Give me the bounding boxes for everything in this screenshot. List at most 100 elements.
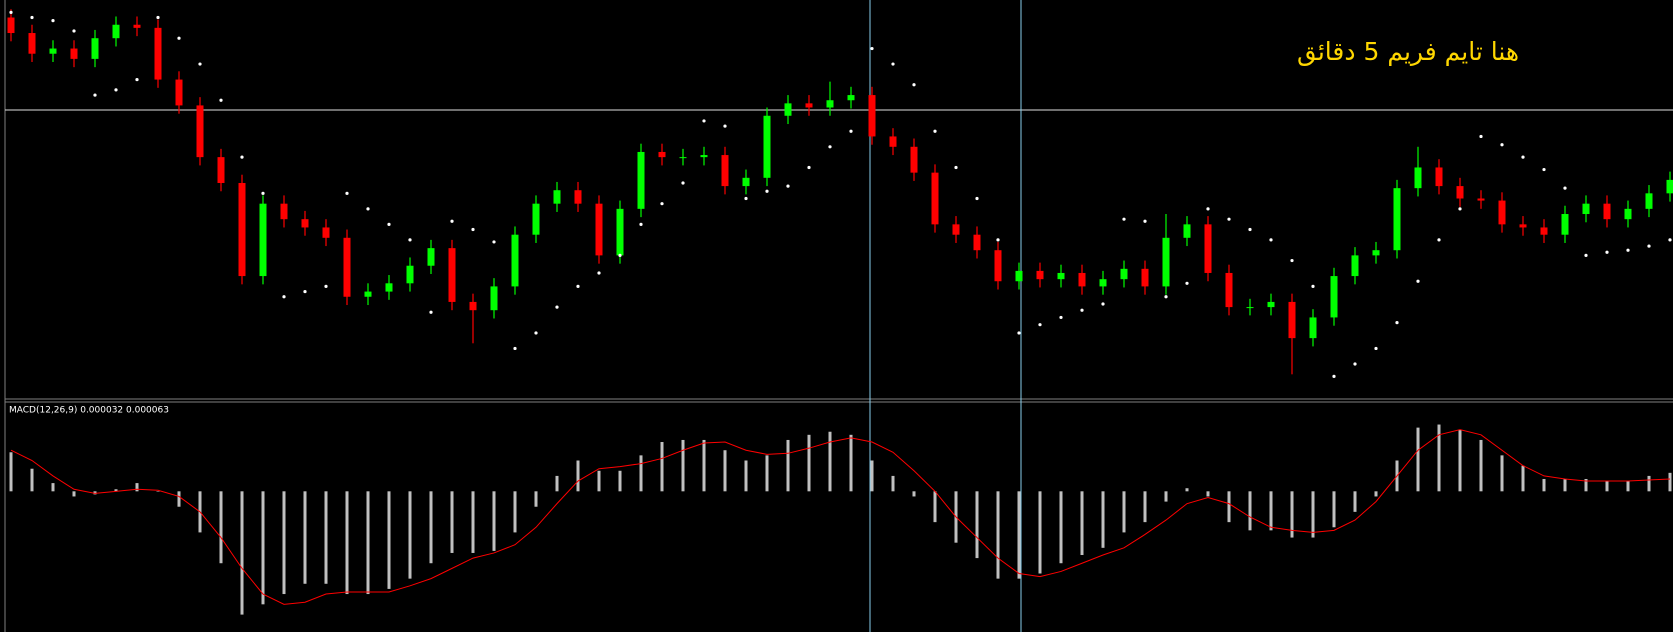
histogram-bar bbox=[450, 491, 454, 553]
sar-dot bbox=[471, 227, 475, 232]
histogram-bar bbox=[135, 483, 139, 492]
sar-dot bbox=[933, 129, 937, 133]
histogram-bar bbox=[1563, 478, 1567, 492]
sar-dot bbox=[303, 289, 307, 294]
sar-dot bbox=[282, 295, 286, 299]
sar-dot bbox=[114, 88, 118, 92]
histogram-bar bbox=[1479, 439, 1483, 492]
sar-dot bbox=[828, 145, 832, 149]
histogram-bar bbox=[723, 450, 727, 492]
histogram-bar bbox=[1542, 478, 1546, 492]
sar-dot bbox=[1437, 238, 1441, 242]
histogram-bar bbox=[114, 489, 118, 492]
histogram-bar bbox=[807, 434, 811, 492]
candle-body bbox=[868, 95, 876, 137]
candle-body bbox=[343, 237, 351, 297]
candle-body bbox=[1330, 276, 1338, 318]
candle-body bbox=[301, 219, 309, 228]
histogram-bar bbox=[870, 460, 874, 492]
histogram-bar bbox=[429, 491, 433, 564]
histogram-bar bbox=[786, 439, 790, 492]
histogram-bar bbox=[9, 452, 13, 492]
candle-body bbox=[826, 100, 834, 108]
histogram-bar bbox=[156, 491, 160, 492]
sar-dot bbox=[807, 165, 811, 170]
candle-body bbox=[406, 265, 414, 284]
candle-body bbox=[910, 146, 918, 173]
histogram-bar bbox=[555, 475, 559, 492]
candle-body bbox=[1288, 301, 1296, 339]
candle-body bbox=[280, 203, 288, 220]
histogram-bar bbox=[1605, 481, 1609, 492]
candle-body bbox=[931, 172, 939, 225]
histogram-bar bbox=[744, 460, 748, 492]
histogram-bar bbox=[324, 491, 328, 584]
histogram-bar bbox=[408, 491, 412, 579]
sar-dot bbox=[975, 196, 979, 201]
sar-dot bbox=[1101, 302, 1105, 306]
histogram-bar bbox=[513, 491, 517, 533]
sar-dot bbox=[765, 189, 769, 193]
candle-body bbox=[1561, 214, 1569, 235]
candle-body bbox=[532, 203, 540, 235]
candle-body bbox=[175, 79, 183, 106]
sar-dot bbox=[555, 305, 559, 309]
sar-dot bbox=[156, 15, 160, 20]
candle-body bbox=[637, 151, 645, 209]
candle-body bbox=[1414, 167, 1422, 189]
sar-dot bbox=[240, 155, 244, 159]
histogram-bar bbox=[1101, 491, 1105, 548]
sar-dot bbox=[366, 207, 370, 211]
sar-dot bbox=[1290, 258, 1294, 263]
candle-body bbox=[847, 95, 855, 101]
candle-body bbox=[1498, 200, 1506, 225]
sar-dot bbox=[72, 29, 76, 33]
candle-body bbox=[1162, 237, 1170, 287]
sar-dot bbox=[1521, 155, 1525, 159]
candle-body bbox=[1015, 270, 1023, 282]
histogram-bar bbox=[1458, 429, 1462, 492]
candle-body bbox=[1078, 272, 1086, 287]
candle-body bbox=[1183, 224, 1191, 238]
histogram-bar bbox=[765, 455, 769, 492]
histogram-bar bbox=[1143, 491, 1147, 523]
sar-dot bbox=[1311, 284, 1315, 289]
sar-dot bbox=[1206, 207, 1210, 211]
sar-dot bbox=[639, 222, 643, 226]
histogram-bar bbox=[639, 455, 643, 492]
sar-dot bbox=[177, 36, 181, 40]
histogram-bar bbox=[303, 491, 307, 584]
candle-body bbox=[679, 157, 687, 159]
sar-dot bbox=[1059, 315, 1063, 320]
histogram-bar bbox=[72, 491, 76, 497]
candle-body bbox=[1603, 203, 1611, 220]
histogram-bar bbox=[1080, 491, 1084, 556]
histogram-bar bbox=[219, 491, 223, 564]
histogram-bar bbox=[1227, 491, 1231, 523]
signal-line bbox=[10, 429, 1671, 605]
histogram-bar bbox=[1185, 488, 1189, 492]
histogram-bar bbox=[1290, 491, 1294, 538]
sar-dot bbox=[1395, 321, 1399, 325]
candle-body bbox=[952, 224, 960, 235]
histogram-bar bbox=[534, 491, 538, 507]
candle-body bbox=[427, 248, 435, 266]
candle-body bbox=[1057, 272, 1065, 280]
sar-dot bbox=[702, 119, 706, 123]
histogram-bar bbox=[1416, 427, 1420, 492]
candle-body bbox=[1309, 317, 1317, 339]
histogram-bar bbox=[975, 491, 979, 559]
histogram-bar bbox=[1521, 465, 1525, 492]
histogram-bar bbox=[261, 491, 265, 605]
histogram-bar bbox=[660, 442, 664, 492]
candle-body bbox=[889, 136, 897, 147]
sar-dot bbox=[1248, 227, 1252, 232]
sar-dot bbox=[660, 202, 664, 206]
histogram-bar bbox=[681, 439, 685, 492]
sar-dot bbox=[786, 184, 790, 188]
histogram-bar bbox=[933, 491, 937, 523]
histogram-bar bbox=[891, 475, 895, 492]
candle-body bbox=[112, 24, 120, 39]
histogram-bar bbox=[702, 439, 706, 492]
